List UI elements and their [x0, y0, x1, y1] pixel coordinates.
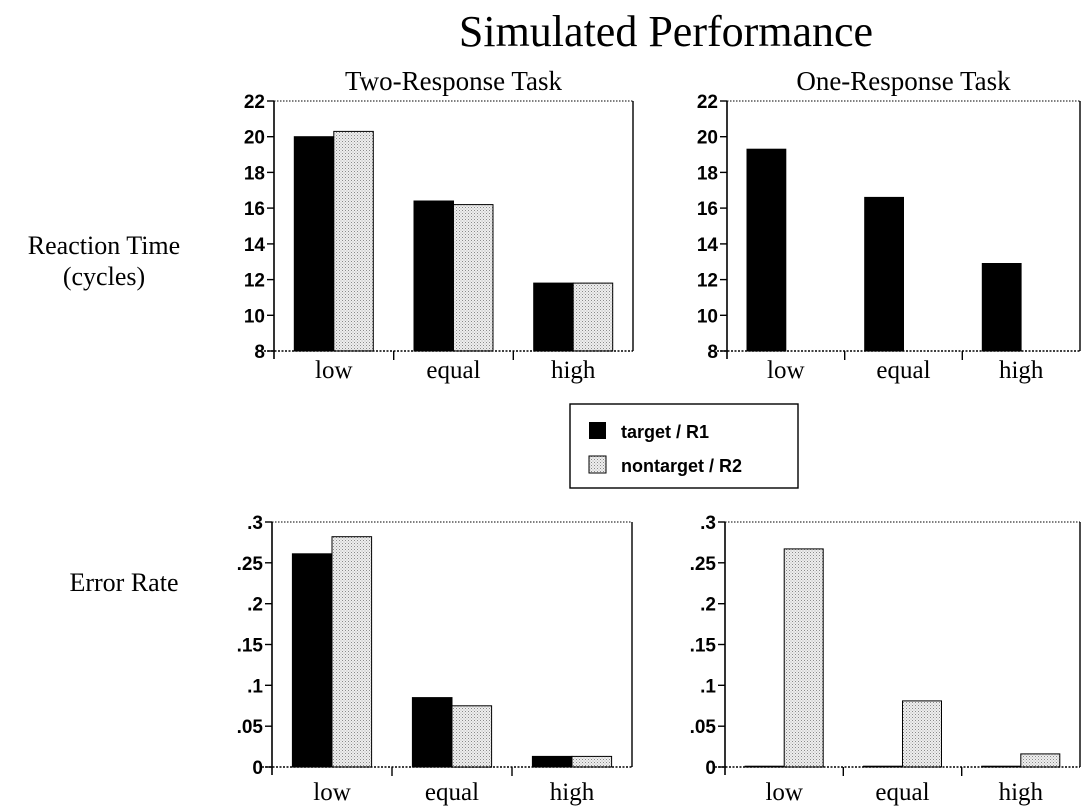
- x-tick-label-low: low: [315, 357, 353, 384]
- bar-nontarget-low: [333, 130, 374, 352]
- x-tick-label-low: low: [765, 779, 803, 806]
- x-tick-label-low: low: [767, 357, 805, 384]
- y-tick-label: .25: [690, 554, 717, 575]
- bar-nontarget-high: [1020, 753, 1061, 768]
- bar-target-low: [746, 148, 787, 352]
- bar-target-equal: [864, 196, 905, 352]
- row-label-reaction-time-line-1: Reaction Time: [28, 231, 180, 260]
- panel-title: One-Response Task: [796, 66, 1011, 96]
- bar-target-low: [293, 136, 335, 352]
- legend-label-target: target / R1: [621, 422, 709, 442]
- y-tick-label: 12: [697, 271, 718, 292]
- x-tick-label-high: high: [551, 357, 596, 384]
- y-tick-label: 22: [244, 92, 265, 113]
- y-tick-label: .3: [700, 513, 716, 534]
- panel-title: Two-Response Task: [345, 66, 562, 96]
- bar-nontarget-high: [571, 755, 613, 768]
- legend: target / R1 nontarget / R2: [569, 403, 799, 489]
- y-tick-label: 12: [244, 271, 265, 292]
- panel-error-two-response: low equal high 0 .05 .1 .15 .2 .25 .3: [237, 513, 633, 806]
- y-tick-label: .15: [690, 636, 717, 657]
- x-tick-label-high: high: [999, 779, 1044, 806]
- y-tick-label: 8: [254, 342, 265, 363]
- y-tick-label: 0: [705, 758, 716, 779]
- y-tick-label: 22: [697, 92, 718, 113]
- y-tick-label: 16: [697, 199, 718, 220]
- y-tick-label: .1: [700, 676, 716, 697]
- y-tick-label: .2: [247, 595, 263, 616]
- bar-target-high: [981, 263, 1022, 352]
- bar-nontarget-equal: [453, 204, 494, 352]
- bar-target-high: [981, 765, 1022, 768]
- legend-swatch-target: [589, 422, 606, 439]
- bar-target-high: [531, 755, 573, 768]
- bar-target-low: [291, 553, 333, 768]
- x-tick-label-low: low: [313, 779, 351, 806]
- bar-target-equal: [411, 697, 453, 768]
- y-tick-label: .15: [237, 636, 264, 657]
- bar-nontarget-equal: [451, 705, 493, 768]
- bar-nontarget-low: [783, 548, 824, 768]
- bar-target-high: [533, 282, 574, 352]
- y-tick-label: .05: [237, 717, 264, 738]
- y-tick-label: 14: [697, 235, 719, 256]
- y-tick-label: 0: [252, 758, 263, 779]
- y-tick-label: .05: [690, 717, 717, 738]
- y-tick-label: 10: [697, 306, 718, 327]
- panel-error-one-response: low equal high 0 .05 .1 .15 .2 .25 .3: [690, 513, 1081, 806]
- row-label-reaction-time-line-2: (cycles): [63, 262, 145, 291]
- bar-nontarget-equal: [902, 700, 942, 768]
- y-tick-label: 20: [697, 128, 718, 149]
- x-tick-label-high: high: [550, 779, 595, 806]
- x-tick-label-equal: equal: [875, 779, 929, 806]
- y-tick-label: 14: [244, 235, 266, 256]
- y-tick-label: 16: [244, 199, 265, 220]
- y-tick-label: .1: [247, 676, 263, 697]
- y-tick-label: 8: [707, 342, 718, 363]
- y-tick-label: .2: [700, 595, 716, 616]
- x-tick-label-equal: equal: [426, 357, 480, 384]
- bar-target-equal: [413, 200, 454, 352]
- bar-nontarget-high: [572, 282, 614, 352]
- y-tick-label: .25: [237, 554, 264, 575]
- panel-rt-two-response: Two-Response Task low equal high 8 10 12 14 16 18…: [244, 66, 634, 384]
- y-tick-label: 20: [244, 128, 265, 149]
- x-tick-label-equal: equal: [876, 357, 930, 384]
- legend-swatch-nontarget: [588, 455, 607, 474]
- y-tick-label: .3: [247, 513, 263, 534]
- main-title: Simulated Performance: [459, 7, 873, 56]
- bar-nontarget-low: [331, 536, 373, 768]
- y-tick-label: 18: [244, 163, 265, 184]
- legend-box: [569, 403, 799, 489]
- x-tick-label-high: high: [999, 357, 1044, 384]
- x-tick-label-equal: equal: [425, 779, 479, 806]
- legend-label-nontarget: nontarget / R2: [621, 456, 742, 476]
- y-tick-label: 18: [697, 163, 718, 184]
- panel-rt-one-response: One-Response Task low equal high 8 10 12 14 16 18…: [697, 66, 1081, 384]
- y-tick-label: 10: [244, 306, 265, 327]
- row-label-error-rate: Error Rate: [69, 568, 178, 597]
